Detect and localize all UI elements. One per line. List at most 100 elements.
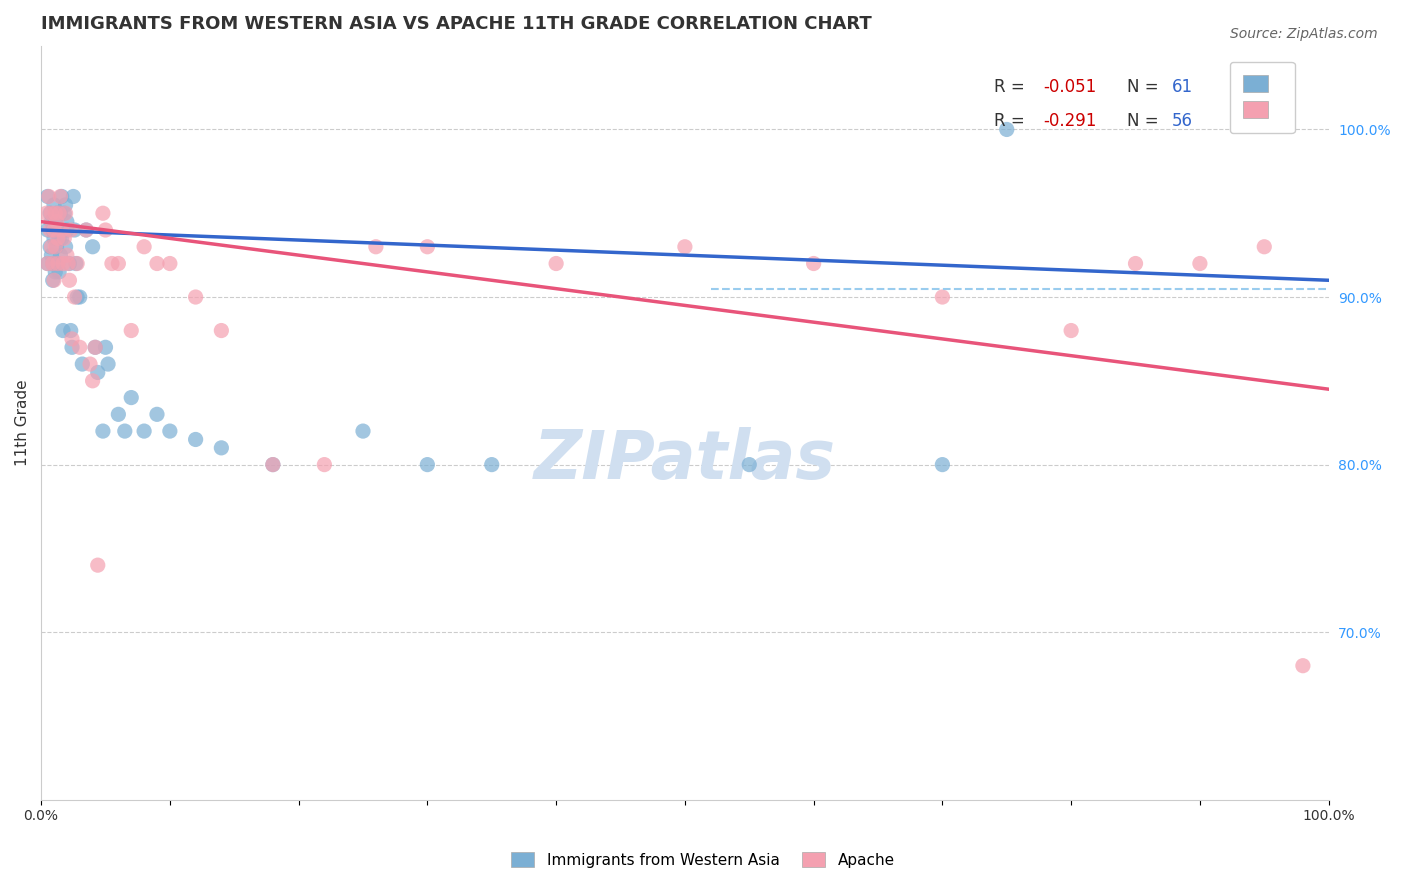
Point [51, 223, 73, 237]
Point [44, 265, 66, 279]
Point [59, 324, 82, 338]
Point [41, 240, 63, 254]
Point [82, 374, 104, 388]
Point [146, 407, 169, 421]
Point [803, 256, 825, 270]
Point [37, 189, 59, 203]
Point [51, 189, 73, 203]
Point [995, 122, 1018, 136]
Point [41, 273, 63, 287]
Point [41, 256, 63, 270]
Point [314, 458, 336, 472]
Text: -0.291: -0.291 [1043, 112, 1097, 130]
Text: Source: ZipAtlas.com: Source: ZipAtlas.com [1230, 27, 1378, 41]
Point [55, 198, 77, 212]
Point [41, 256, 63, 270]
Point [107, 407, 129, 421]
Point [120, 324, 142, 338]
Point [84, 340, 107, 354]
Point [44, 206, 66, 220]
Point [55, 240, 77, 254]
Point [53, 231, 76, 245]
Point [262, 458, 284, 472]
Point [58, 256, 80, 270]
Point [146, 256, 169, 270]
Point [44, 214, 66, 228]
Point [97, 357, 120, 371]
Point [352, 424, 374, 438]
Point [738, 458, 761, 472]
Point [58, 273, 80, 287]
Point [209, 324, 232, 338]
Point [48, 206, 70, 220]
Point [52, 324, 75, 338]
Point [49, 206, 72, 220]
Point [39, 206, 62, 220]
Point [72, 357, 94, 371]
Point [673, 240, 696, 254]
Point [94, 223, 117, 237]
Point [46, 223, 69, 237]
Point [56, 256, 79, 270]
Point [39, 240, 62, 254]
Point [41, 223, 63, 237]
Text: 56: 56 [1171, 112, 1192, 130]
Text: N =: N = [1126, 78, 1163, 96]
Point [37, 256, 59, 270]
Point [66, 256, 89, 270]
Text: 61: 61 [1171, 78, 1192, 96]
Point [931, 458, 953, 472]
Text: IMMIGRANTS FROM WESTERN ASIA VS APACHE 11TH GRADE CORRELATION CHART: IMMIGRANTS FROM WESTERN ASIA VS APACHE 1… [41, 15, 872, 33]
Point [481, 458, 503, 472]
Point [65, 256, 87, 270]
Point [931, 290, 953, 304]
Point [41, 206, 63, 220]
Point [69, 290, 91, 304]
Point [79, 357, 101, 371]
Point [159, 256, 181, 270]
Point [416, 240, 439, 254]
Point [42, 231, 65, 245]
Point [45, 214, 67, 228]
Point [546, 256, 568, 270]
Point [38, 189, 60, 203]
Legend: , : , [1230, 62, 1295, 133]
Point [75, 223, 97, 237]
Point [45, 240, 67, 254]
Point [48, 231, 70, 245]
Text: ZIPatlas: ZIPatlas [534, 427, 837, 493]
Text: N =: N = [1126, 112, 1163, 130]
Point [1188, 256, 1211, 270]
Point [87, 366, 110, 380]
Point [37, 223, 59, 237]
Point [35, 206, 58, 220]
Point [107, 256, 129, 270]
Point [1060, 324, 1083, 338]
Point [82, 240, 104, 254]
Point [46, 256, 69, 270]
Point [91, 424, 114, 438]
Text: R =: R = [994, 112, 1029, 130]
Point [1125, 256, 1147, 270]
Point [69, 340, 91, 354]
Point [48, 265, 70, 279]
Point [45, 206, 67, 220]
Point [52, 256, 75, 270]
Point [39, 223, 62, 237]
Point [42, 198, 65, 212]
Point [209, 441, 232, 455]
Point [63, 290, 86, 304]
Point [84, 340, 107, 354]
Point [55, 206, 77, 220]
Point [53, 206, 76, 220]
Point [114, 424, 136, 438]
Point [94, 340, 117, 354]
Point [49, 189, 72, 203]
Point [59, 223, 82, 237]
Point [262, 458, 284, 472]
Point [44, 240, 66, 254]
Point [56, 223, 79, 237]
Text: R =: R = [994, 78, 1029, 96]
Point [91, 206, 114, 220]
Point [101, 256, 124, 270]
